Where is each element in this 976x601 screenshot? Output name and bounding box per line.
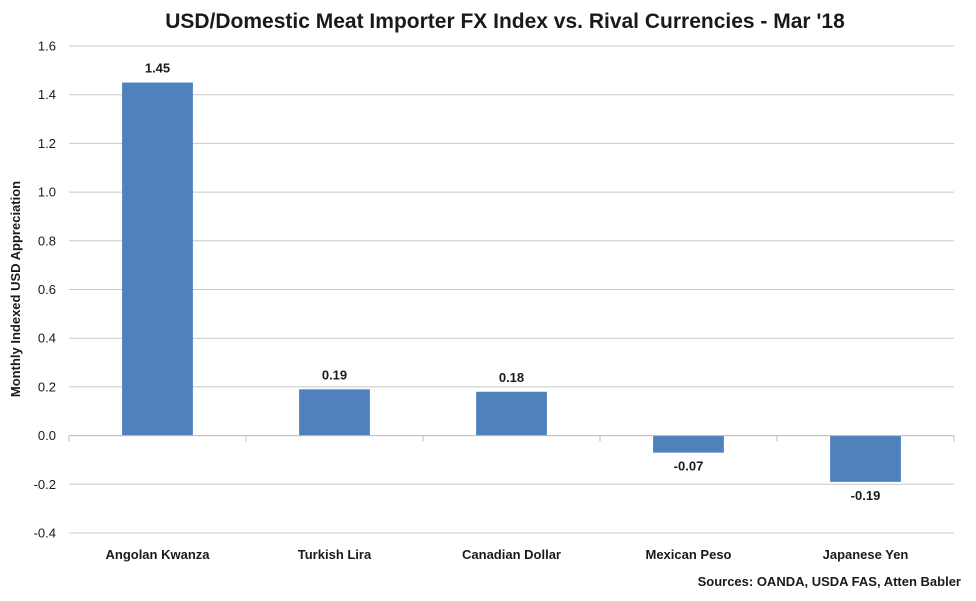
bars (122, 82, 901, 482)
y-tick-label: 1.4 (38, 87, 56, 102)
bar (830, 435, 901, 482)
y-tick-label: 0.8 (38, 233, 56, 248)
y-tick-label: -0.2 (34, 477, 56, 492)
x-axis (68, 435, 955, 442)
x-category-label: Angolan Kwanza (105, 547, 210, 562)
x-category-label: Turkish Lira (298, 547, 372, 562)
x-axis-categories: Angolan Kwanza Turkish Lira Canadian Dolla… (105, 547, 908, 562)
x-category-label: Japanese Yen (823, 547, 909, 562)
y-tick-label: 0.0 (38, 428, 56, 443)
y-axis-label: Monthly Indexed USD Appreciation (8, 181, 23, 397)
bar (653, 435, 724, 453)
x-category-label: Mexican Peso (646, 547, 732, 562)
data-label: -0.19 (851, 488, 881, 503)
data-label: 0.19 (322, 367, 347, 382)
chart-title: USD/Domestic Meat Importer FX Index vs. … (165, 10, 845, 33)
bar (299, 389, 370, 436)
source-note: Sources: OANDA, USDA FAS, Atten Babler (698, 574, 961, 589)
data-label: 0.18 (499, 370, 524, 385)
data-label: -0.07 (674, 459, 704, 474)
y-tick-label: 0.4 (38, 331, 56, 346)
y-tick-label: 1.6 (38, 39, 56, 54)
data-label: 1.45 (145, 61, 170, 76)
y-tick-label: 1.0 (38, 185, 56, 200)
y-tick-label: 0.2 (38, 379, 56, 394)
bar (122, 82, 193, 436)
y-axis-ticks: -0.4 -0.2 0.0 0.2 0.4 0.6 0.8 1.0 1.2 1.4 1.6 (34, 39, 56, 541)
y-tick-label: 1.2 (38, 136, 56, 151)
gridlines (69, 45, 954, 534)
bar (476, 391, 547, 436)
data-labels: 1.45 0.19 0.18 -0.07 -0.19 (145, 61, 880, 503)
y-tick-label: -0.4 (34, 526, 56, 541)
y-tick-label: 0.6 (38, 282, 56, 297)
x-category-label: Canadian Dollar (462, 547, 561, 562)
